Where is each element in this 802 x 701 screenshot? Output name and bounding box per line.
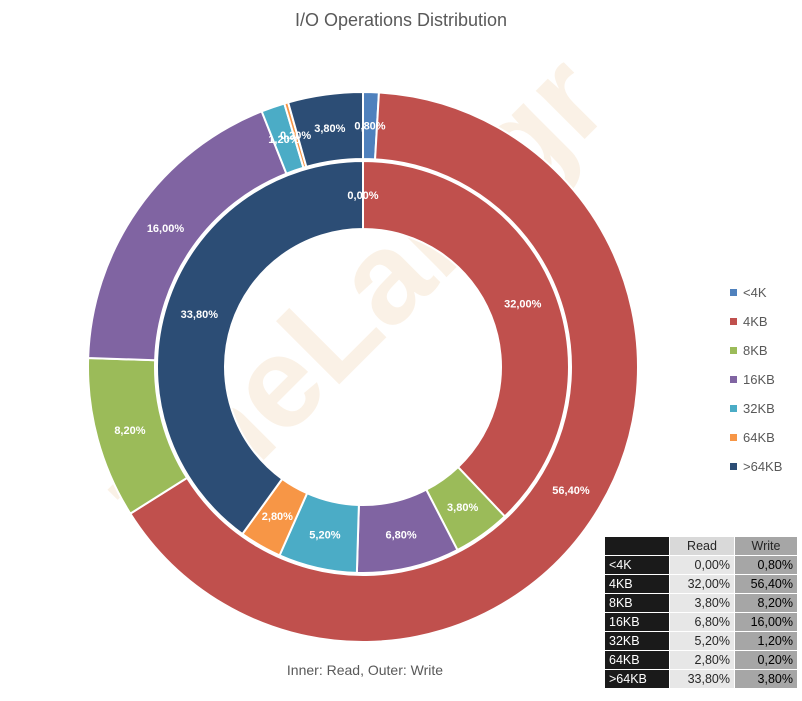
outer-data-label: 0,80% (354, 121, 385, 133)
outer-slice-4KB (128, 91, 639, 643)
inner-slice->64KB (156, 159, 364, 536)
inner-data-label: 0,00% (347, 190, 378, 202)
outer-ring-write (87, 90, 639, 643)
outer-slice->64KB (286, 90, 364, 169)
table-cell-read: 2,80% (669, 650, 735, 670)
legend-label: <4K (743, 285, 767, 300)
table-row: 4KB 32,00% 56,40% (604, 574, 798, 594)
table-header-read: Read (669, 536, 735, 556)
table-header-row: Read Write (604, 536, 798, 556)
table-row: <4K 0,00% 0,80% (604, 555, 798, 575)
table-cell-label: 32KB (604, 631, 670, 651)
legend-label: 8KB (743, 343, 768, 358)
chart-title: I/O Operations Distribution (294, 10, 508, 30)
table-cell-write: 0,20% (734, 650, 798, 670)
outer-data-label: 3,80% (314, 123, 345, 135)
table-cell-read: 6,80% (669, 612, 735, 632)
inner-data-label: 3,80% (447, 502, 478, 514)
legend-label: 64KB (743, 430, 775, 445)
outer-data-label: 8,20% (114, 425, 145, 437)
legend-label: >64KB (743, 459, 783, 474)
slice-labels: 0,00% 32,00% 3,80% 6,80% 5,20% 2,80% 33,80% 0,8… (114, 121, 590, 542)
inner-data-label: 33,80% (181, 309, 219, 321)
legend-swatch (730, 289, 737, 296)
legend-item: 16KB (730, 365, 782, 394)
table-cell-label: 8KB (604, 593, 670, 613)
table-cell-label: <4K (604, 555, 670, 575)
table-cell-read: 33,80% (669, 669, 735, 689)
table-cell-label: >64KB (604, 669, 670, 689)
table-row: 8KB 3,80% 8,20% (604, 593, 798, 613)
legend-swatch (730, 347, 737, 354)
table-header-corner (604, 536, 670, 556)
table-row: 16KB 6,80% 16,00% (604, 612, 798, 632)
legend: <4K 4KB 8KB 16KB 32KB 64KB >64KB (730, 278, 782, 481)
outer-data-label: 1,20% (268, 134, 299, 146)
table-header-write: Write (734, 536, 798, 556)
legend-swatch (730, 463, 737, 470)
table-row: 64KB 2,80% 0,20% (604, 650, 798, 670)
inner-slice-4KB (362, 159, 570, 518)
legend-item: >64KB (730, 452, 782, 481)
inner-ring-read (156, 159, 570, 574)
outer-data-label: 16,00% (147, 223, 185, 235)
table-cell-label: 4KB (604, 574, 670, 594)
table-cell-label: 16KB (604, 612, 670, 632)
legend-item: 32KB (730, 394, 782, 423)
table-row: >64KB 33,80% 3,80% (604, 669, 798, 689)
legend-label: 32KB (743, 401, 775, 416)
legend-item: 4KB (730, 307, 782, 336)
ring-caption: Inner: Read, Outer: Write (286, 662, 444, 678)
legend-item: <4K (730, 278, 782, 307)
table-cell-read: 3,80% (669, 593, 735, 613)
legend-swatch (730, 318, 737, 325)
inner-data-label: 5,20% (309, 530, 340, 542)
table-row: 32KB 5,20% 1,20% (604, 631, 798, 651)
table-cell-label: 64KB (604, 650, 670, 670)
inner-data-label: 6,80% (385, 530, 416, 542)
outer-data-label: 0,20% (280, 130, 311, 142)
legend-item: 8KB (730, 336, 782, 365)
table-cell-write: 3,80% (734, 669, 798, 689)
legend-label: 16KB (743, 372, 775, 387)
legend-item: 64KB (730, 423, 782, 452)
legend-swatch (730, 376, 737, 383)
legend-label: 4KB (743, 314, 768, 329)
legend-swatch (730, 434, 737, 441)
data-table: Read Write <4K 0,00% 0,80% 4KB 32,00% 56… (604, 536, 798, 689)
legend-swatch (730, 405, 737, 412)
outer-data-label: 56,40% (552, 485, 590, 497)
table-cell-read: 5,20% (669, 631, 735, 651)
table-cell-write: 8,20% (734, 593, 798, 613)
table-cell-read: 0,00% (669, 555, 735, 575)
table-cell-write: 1,20% (734, 631, 798, 651)
table-cell-write: 16,00% (734, 612, 798, 632)
inner-data-label: 2,80% (262, 511, 293, 523)
table-cell-write: 56,40% (734, 574, 798, 594)
table-cell-read: 32,00% (669, 574, 735, 594)
table-cell-write: 0,80% (734, 555, 798, 575)
inner-data-label: 32,00% (504, 298, 542, 310)
